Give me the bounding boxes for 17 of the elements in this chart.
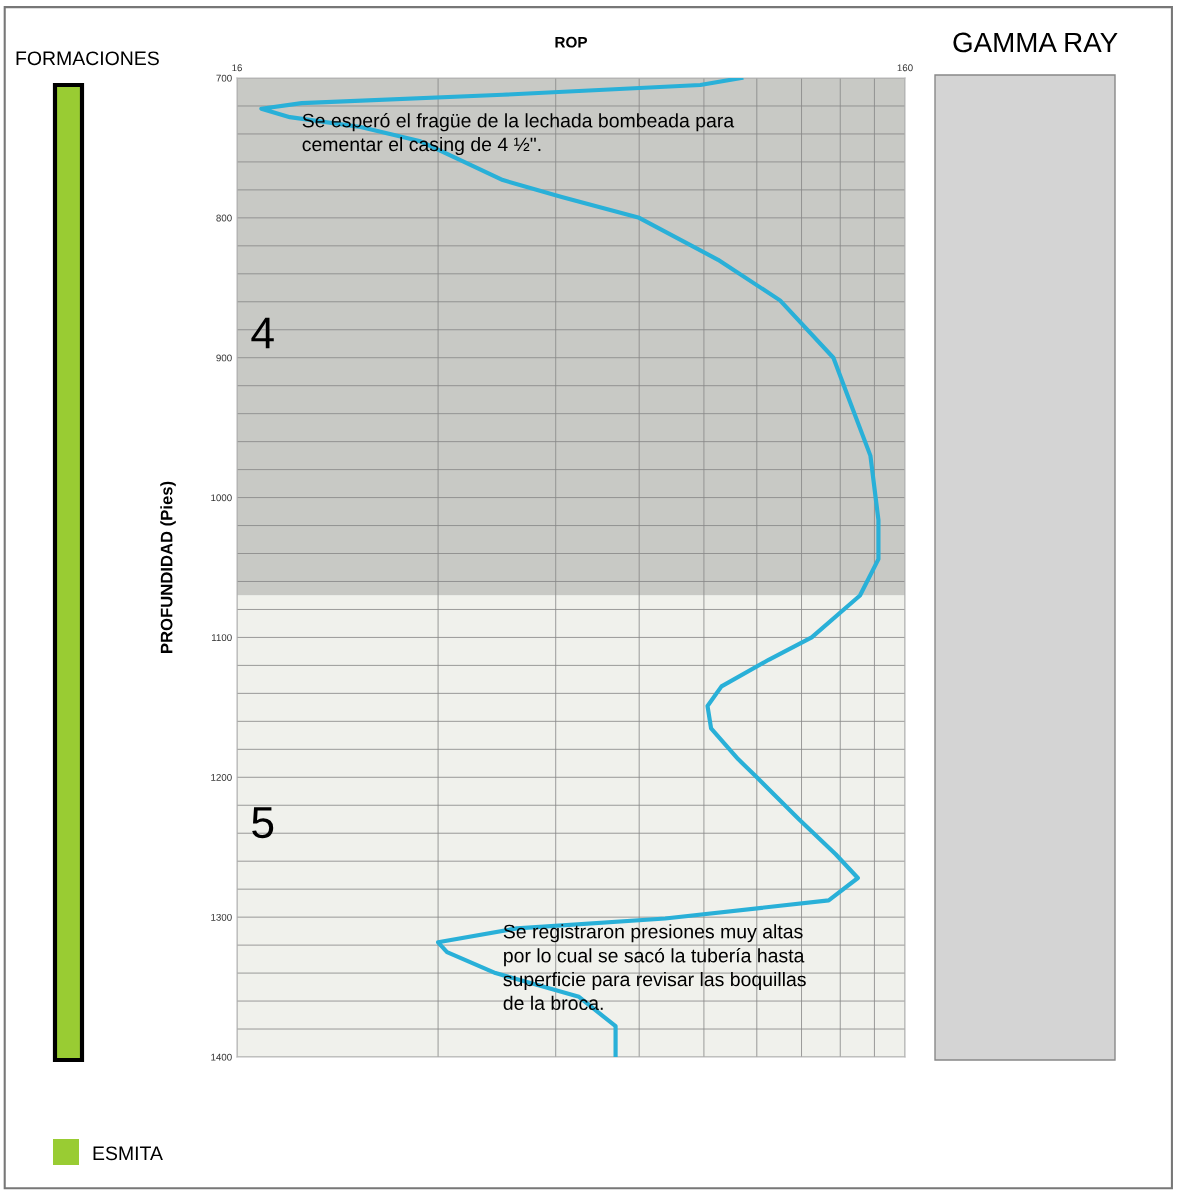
y-axis-title: PROFUNDIDAD (Pies) (160, 481, 176, 653)
band-label: 4 (251, 317, 274, 349)
text: FORMACIONES (16, 51, 159, 66)
x-tick-label: 160 (897, 64, 913, 72)
y-tick-label: 1100 (211, 634, 232, 642)
chart-title: ROP (555, 36, 588, 48)
x-tick-label: 16 (232, 64, 242, 72)
y-tick-label: 800 (216, 214, 232, 222)
y-tick-label: 700 (216, 74, 232, 82)
text: ESMITA (93, 1146, 163, 1161)
y-tick-label: 900 (216, 354, 232, 362)
text: GAMMA RAY (953, 32, 1118, 53)
band-label: 5 (252, 807, 274, 839)
y-tick-label: 1200 (211, 774, 232, 781)
y-tick-label: 1300 (211, 913, 232, 921)
y-tick-label: 1400 (211, 1053, 232, 1061)
y-tick-label: 1000 (211, 494, 232, 502)
